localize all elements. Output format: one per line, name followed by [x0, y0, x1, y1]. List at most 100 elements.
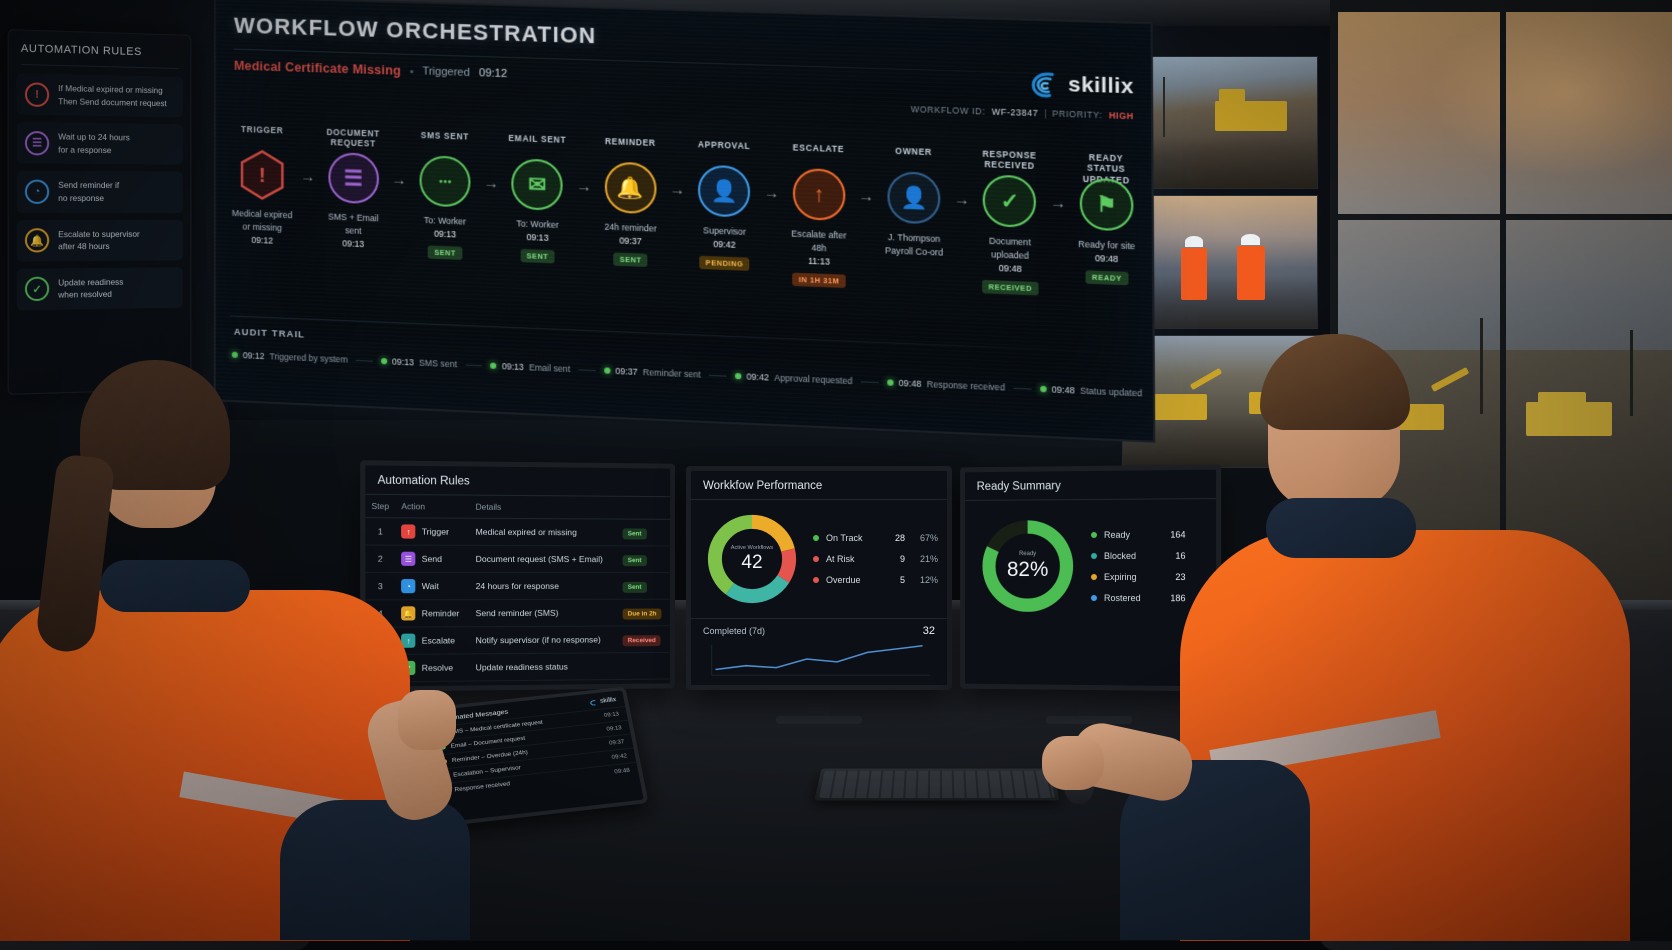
workflow-step-owner[interactable]: OWNER 👤 J. Thompson Payroll Co-ord [880, 146, 949, 260]
workflow-meta: WORKFLOW ID: WF-23847 PRIORITY: HIGH [911, 104, 1134, 121]
monitor-2-stand [808, 690, 830, 718]
status-badge: READY [1085, 270, 1129, 286]
sidebar-item-5[interactable]: ✓ Update readiness when resolved [16, 267, 183, 311]
step-meta: 24h reminder 09:37 [604, 221, 657, 247]
legend-item: On Track 28 67% [813, 533, 938, 543]
audit-text: Status updated [1079, 385, 1143, 399]
step-glyph: ✓ [1000, 188, 1020, 214]
workflow-step-email-sent[interactable]: EMAIL SENT ✉ To: Worker 09:13 SENT [504, 134, 570, 264]
legend-value: 9 [899, 554, 905, 564]
hard-hat-left [1185, 236, 1203, 248]
sidebar-item-label: Wait up to 24 hours for a response [58, 131, 130, 155]
step-meta: To: Worker 09:13 [516, 218, 559, 243]
sidebar-title: AUTOMATION RULES [20, 42, 142, 59]
workflow-step-escalate[interactable]: ESCALATE ↑ Escalate after 48h 11:13 IN 1H 31… [785, 143, 853, 288]
step-meta: To: Worker 09:13 [423, 214, 467, 240]
workflow-step-ready-status-updated[interactable]: READY STATUS UPDATED ⚑ Ready for site09:48… [1072, 153, 1142, 286]
step-glyph: 👤 [900, 185, 928, 211]
step-arrow-icon: → [763, 183, 780, 202]
step-arrow-icon: → [858, 187, 875, 206]
audit-dot-icon [231, 351, 238, 358]
legend-label: Overdue [826, 575, 861, 585]
page-title: WORKFLOW ORCHESTRATION [233, 12, 597, 49]
sidebar-item-2[interactable]: ☰ Wait up to 24 hours for a response [16, 121, 183, 166]
audit-connector [578, 368, 596, 371]
audit-trail-title: AUDIT TRAIL [233, 325, 306, 340]
tablet-device[interactable]: Automated Messages skillix SMS – Medical… [425, 686, 649, 828]
step-caption: SMS SENT [420, 130, 470, 142]
step-glyph: ↑ [813, 182, 825, 207]
audit-entry: 09:48 Status updated [1039, 384, 1143, 399]
legend-value: 5 [899, 575, 905, 585]
workflow-id-value: WF-23847 [991, 106, 1039, 119]
legend-label: At Risk [826, 554, 855, 564]
step-meta: Document uploaded 09:48 [989, 235, 1031, 274]
row-details: 24 hours for response [469, 572, 617, 600]
sidebar-item-3[interactable]: ◔ Send reminder if no response [16, 170, 183, 213]
brand-name: skillix [1068, 72, 1134, 99]
audit-time: 09:37 [615, 365, 638, 377]
legend-dot-icon [813, 577, 819, 583]
completed-value: 32 [922, 625, 935, 637]
audit-connector [709, 374, 727, 377]
legend-percent: 12% [919, 575, 938, 585]
workflow-step-document-request[interactable]: DOCUMENT REQUEST ☰ SMS + Email sent 09:13 [321, 128, 386, 252]
completed-label: Completed (7d) [703, 626, 766, 636]
status-badge: SENT [613, 252, 648, 267]
priority-value: HIGH [1108, 110, 1134, 122]
status-badge: Sent [622, 555, 647, 567]
step-caption: ESCALATE [792, 143, 845, 155]
column-header [616, 496, 671, 520]
skillix-swirl-icon-small [589, 699, 598, 707]
legend-percent: 21% [919, 554, 938, 564]
arrow-up-escalate-icon: ↑ [792, 167, 846, 222]
row-details: Send reminder (SMS) [469, 599, 617, 627]
ready-donut-label: Ready [1019, 550, 1037, 557]
step-caption: OWNER [895, 146, 933, 158]
haul-truck-icon [1215, 101, 1287, 131]
sidebar-item-label: Send reminder if no response [58, 180, 120, 204]
alert-exclamation-icon: ! [237, 149, 287, 201]
window-frame-top [1330, 0, 1672, 12]
workflow-step-response-received[interactable]: RESPONSE RECEIVED ✓ Document uploaded 09:48… [975, 149, 1044, 296]
step-glyph: ! [258, 163, 266, 187]
monitor-3-base [1046, 716, 1132, 724]
legend-item: Overdue 5 12% [813, 575, 938, 585]
step-caption: APPROVAL [697, 140, 751, 152]
automation-rules-sidebar[interactable]: AUTOMATION RULES ! If Medical expired or … [7, 29, 192, 395]
audit-dot-icon [604, 367, 611, 374]
step-caption: RESPONSE RECEIVED [982, 149, 1037, 172]
status-badge: SENT [520, 248, 555, 264]
keyboard[interactable] [814, 768, 1060, 801]
workflow-step-trigger[interactable]: TRIGGER! Medical expired or missing 09:12 [230, 125, 295, 249]
tablet-brand: skillix [589, 697, 617, 707]
monitor-workflow-performance[interactable]: Workkfow Performance Active Workflows 42… [686, 466, 952, 690]
person-left [0, 360, 470, 950]
status-badge: Sent [622, 581, 647, 593]
message-time: 09:42 [611, 752, 628, 761]
step-arrow-icon: → [483, 174, 499, 192]
completed-sparkline-section: Completed (7d) 32 [691, 619, 947, 684]
legend-dot-icon [1090, 531, 1097, 538]
sidebar-item-4[interactable]: 🔔 Escalate to supervisor after 48 hours [16, 219, 183, 262]
column-header: Details [469, 495, 617, 520]
status-badge: Sent [622, 528, 647, 540]
collar-right [1266, 498, 1416, 558]
sidebar-item-label: If Medical expired or missing Then Send d… [58, 83, 167, 108]
ready-donut-value: 82% [1006, 557, 1049, 581]
workflow-step-approval[interactable]: APPROVAL 👤 Supervisor 09:42 PENDING [691, 140, 758, 271]
audit-text: Response received [926, 378, 1005, 393]
navy-sleeve-left [280, 800, 470, 940]
step-glyph: ☰ [343, 166, 363, 191]
audit-text: Approval requested [774, 372, 853, 387]
hand-left [398, 690, 456, 750]
envelope-icon: ✉ [511, 158, 564, 211]
legend-value: 28 [894, 533, 905, 543]
step-arrow-icon: → [1049, 193, 1067, 212]
collar-left [100, 560, 250, 612]
workflow-step-reminder[interactable]: REMINDER 🔔 24h reminder 09:37 SENT [597, 137, 664, 268]
audit-dot-icon [735, 372, 742, 380]
sidebar-item-1[interactable]: ! If Medical expired or missing Then Send … [16, 72, 183, 118]
workflow-step-sms-sent[interactable]: SMS SENT ●●● To: Worker 09:13 SENT [412, 131, 478, 261]
worker-hiviz-left [1181, 248, 1207, 301]
